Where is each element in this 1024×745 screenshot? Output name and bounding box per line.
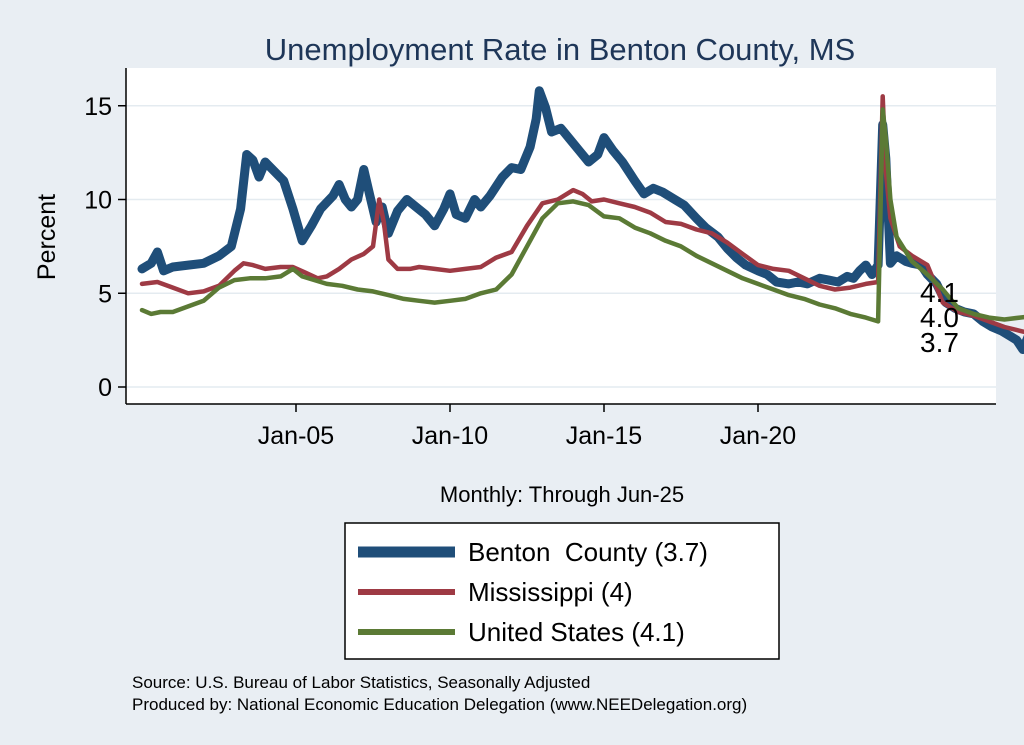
x-tick-labels: Jan-05 Jan-10 Jan-15 Jan-20 xyxy=(258,422,796,450)
x-tick-label-Jan-05: Jan-05 xyxy=(258,422,334,450)
end-label-ms: 4.0 xyxy=(920,302,959,333)
series-line-benton xyxy=(137,86,1024,354)
end-label-benton: 3.7 xyxy=(920,327,959,358)
series-line-united-states xyxy=(139,107,1024,324)
axis-layer xyxy=(118,68,996,412)
plot-background xyxy=(126,68,996,404)
chart-title: Unemployment Rate in Benton County, MS xyxy=(265,32,855,67)
x-tick-label-Jan-15: Jan-15 xyxy=(566,422,642,450)
legend: Benton County (3.7) Mississippi (4) Unit… xyxy=(344,522,780,660)
end-label-us: 4.1 xyxy=(920,277,959,308)
y-axis-label: Percent xyxy=(33,194,61,280)
x-tick-label-Jan-20: Jan-20 xyxy=(720,422,796,450)
source-line: Source: U.S. Bureau of Labor Statistics,… xyxy=(132,673,590,692)
produced-by-line: Produced by: National Economic Education… xyxy=(132,695,747,714)
legend-label-us: United States (4.1) xyxy=(468,617,685,647)
y-tick-label-10: 10 xyxy=(84,187,112,215)
x-axis-label: Monthly: Through Jun-25 xyxy=(440,482,684,507)
x-tick-label-Jan-10: Jan-10 xyxy=(412,422,488,450)
y-tick-labels: 0 5 10 15 xyxy=(84,93,112,402)
y-tick-label-5: 5 xyxy=(98,280,112,308)
y-tick-label-15: 15 xyxy=(84,93,112,121)
y-tick-label-0: 0 xyxy=(98,374,112,402)
legend-label-benton: Benton County (3.7) xyxy=(468,537,708,567)
series-layer xyxy=(137,86,1024,354)
legend-label-ms: Mississippi (4) xyxy=(468,577,633,607)
